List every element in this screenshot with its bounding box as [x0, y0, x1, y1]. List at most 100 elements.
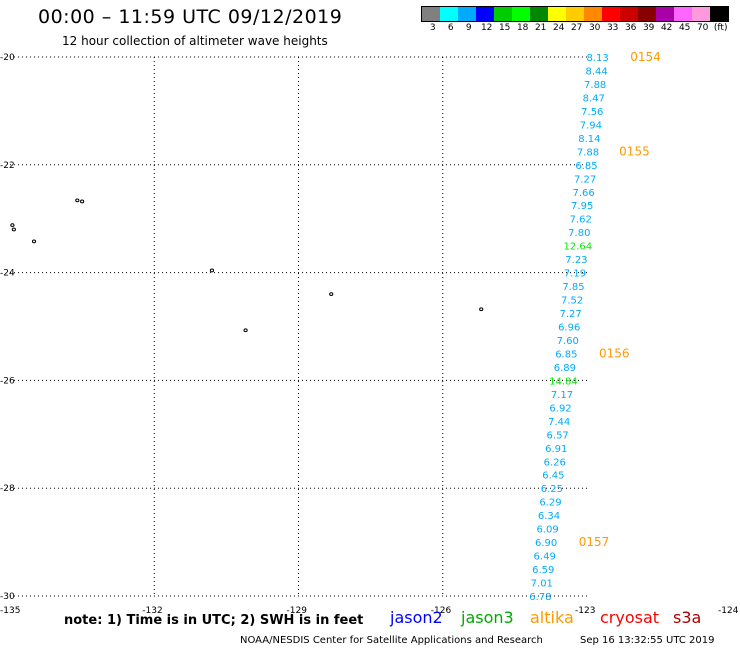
swh-value: 7.56: [581, 107, 603, 118]
swh-value: 6.59: [532, 565, 554, 576]
swh-value: 7.44: [548, 417, 570, 428]
swh-value: 7.80: [568, 228, 590, 239]
scale-swatch: [440, 7, 458, 21]
scale-swatch: [674, 7, 692, 21]
swh-value: 6.57: [547, 430, 569, 441]
scale-swatch: [530, 7, 548, 21]
scale-label: 36: [624, 23, 637, 33]
swh-value: 7.60: [557, 336, 579, 347]
map-observations: 8.13 8.44 7.88 8.47 7.56 7.94 8.14 7.88 6.85 7.27…: [529, 53, 608, 603]
scale-label: 33: [606, 23, 619, 33]
scale-swatch: [458, 7, 476, 21]
swh-value: 8.47: [583, 93, 605, 104]
lat-tick-label: -20: [0, 53, 15, 63]
legend-jason3: jason3: [461, 608, 514, 627]
swh-value: 7.52: [561, 296, 583, 307]
swh-value: 7.88: [584, 80, 606, 91]
swh-value: 7.27: [560, 309, 582, 320]
scale-label: 6: [447, 23, 454, 33]
pass-time-label: 0157: [579, 535, 610, 549]
swh-value: 8.13: [586, 53, 608, 64]
swh-value: 6.90: [535, 538, 557, 549]
scale-label: 45: [678, 23, 691, 33]
swh-value: 6.85: [555, 349, 577, 360]
scale-label: 18: [516, 23, 529, 33]
island-outline: [75, 198, 80, 203]
scale-label: 21: [534, 23, 547, 33]
swh-value: 6.91: [545, 444, 567, 455]
swh-value: 7.66: [573, 188, 595, 199]
lon-tick-label: -132: [142, 606, 162, 616]
swh-value: 6.45: [542, 471, 564, 482]
scale-swatch: [566, 7, 584, 21]
scale-label: 3: [429, 23, 436, 33]
swh-value: 7.27: [574, 174, 596, 185]
legend-jason2: jason2: [390, 608, 443, 627]
swh-value: 6.25: [541, 484, 563, 495]
pass-time-label: 0155: [619, 144, 650, 158]
map-grid: [10, 56, 587, 597]
island-outline: [329, 292, 334, 297]
map-islands: [10, 198, 484, 333]
scale-label: 42: [660, 23, 673, 33]
swh-value: 6.78: [529, 592, 551, 603]
scale-swatch: [512, 7, 530, 21]
credit-line: NOAA/NESDIS Center for Satellite Applica…: [240, 635, 543, 646]
swh-value: 6.34: [538, 511, 560, 522]
legend-s3a: s3a: [673, 608, 702, 627]
scale-swatch: [476, 7, 494, 21]
swh-value: 7.85: [562, 282, 584, 293]
scale-swatch: [548, 7, 566, 21]
footer-note: note: 1) Time is in UTC; 2) SWH is in fe…: [64, 613, 364, 628]
pass-time-label: 0156: [599, 346, 630, 360]
scale-swatch: [656, 7, 674, 21]
swh-value: 7.94: [580, 120, 602, 131]
scale-label: 15: [498, 23, 511, 33]
lat-tick-label: -28: [0, 484, 15, 494]
swh-value: 6.49: [534, 552, 556, 563]
scale-swatch: [584, 7, 602, 21]
swh-value: 6.89: [554, 363, 576, 374]
lon-tick-label: -123: [575, 606, 595, 616]
color-scale: [421, 6, 729, 22]
swh-value: 12.64: [564, 242, 593, 253]
swh-value: 6.96: [558, 323, 580, 334]
color-scale-labels: 3 6 9 12 15 18 21 24 27 30 33 36 39 42 45 70 (ft): [421, 23, 728, 35]
scale-label: 9: [465, 23, 472, 33]
scale-label: 27: [570, 23, 583, 33]
scale-swatch: [422, 7, 440, 21]
island-outline: [31, 239, 37, 244]
swh-value: 6.92: [549, 403, 571, 414]
map-tick-labels: -135 -132 -129 -126 -123 -124 -20 -22 -24 -26 -28 -…: [0, 53, 739, 616]
swh-value: 6.26: [544, 457, 566, 468]
swh-value: 7.17: [551, 390, 573, 401]
swh-value: 7.19: [564, 269, 586, 280]
scale-swatch: [710, 7, 728, 21]
island-outline: [479, 307, 484, 312]
scale-label: (ft): [713, 23, 728, 33]
island-outline: [10, 223, 15, 228]
lat-tick-label: -26: [0, 376, 15, 386]
scale-label: 70: [696, 23, 709, 33]
island-outline: [80, 199, 85, 204]
lat-tick-label: -24: [0, 269, 15, 279]
page-subtitle: 12 hour collection of altimeter wave hei…: [62, 34, 328, 48]
map-pass-times: 0154 0155 0156 0157: [579, 50, 661, 549]
swh-value: 7.01: [531, 579, 553, 590]
swh-value: 6.09: [536, 525, 558, 536]
swh-value: 6.85: [575, 161, 597, 172]
generation-timestamp: Sep 16 13:32:55 UTC 2019: [580, 635, 715, 646]
scale-swatch: [602, 7, 620, 21]
swh-value: 6.29: [539, 498, 561, 509]
legend-cryosat: cryosat: [600, 608, 660, 627]
scale-label: 12: [480, 23, 493, 33]
lat-tick-label: -22: [0, 161, 15, 171]
swh-value: 7.23: [565, 255, 587, 266]
swh-value: 7.88: [577, 147, 599, 158]
swh-value: 8.14: [578, 134, 600, 145]
island-outline: [11, 227, 16, 232]
lon-tick-label: -129: [287, 606, 308, 616]
lat-tick-label: -30: [0, 592, 15, 602]
swh-value: 14.84: [549, 376, 578, 387]
